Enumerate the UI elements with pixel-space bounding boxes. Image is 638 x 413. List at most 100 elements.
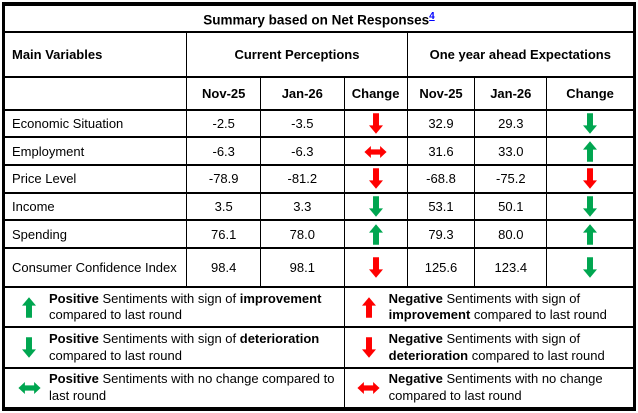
cp-nov-value: 98.4 (186, 247, 261, 289)
summary-table: Summary based on Net Responses4 Main Var… (3, 4, 635, 410)
legend-cell-positive-no-change: Positive Sentiments with no change compa… (4, 366, 345, 410)
row-label: Income (3, 191, 188, 222)
row-label: Spending (3, 219, 188, 250)
ex-nov-value: -68.8 (406, 164, 476, 194)
col-header-cp-jan26: Jan-26 (259, 75, 345, 111)
legend-cell-positive-deterioration: Positive Sentiments with sign of deterio… (4, 326, 345, 369)
title-row: Summary based on Net Responses4 (4, 4, 634, 33)
cp-change-cell (343, 191, 408, 222)
down-arrow-icon (9, 337, 49, 358)
legend-text: Negative Sentiments with sign of deterio… (388, 330, 605, 363)
change-arrow-icon (583, 140, 598, 162)
col-header-main-variables: Main Variables (3, 30, 188, 78)
page-title: Summary based on Net Responses4 (4, 4, 634, 33)
legend-row-no-change: Positive Sentiments with no change compa… (4, 366, 635, 410)
table-row-economic-situation: Economic Situation -2.5 -3.5 32.9 29.3 (3, 108, 634, 139)
cp-nov-value: -78.9 (186, 164, 261, 194)
cp-nov-value: 76.1 (186, 219, 261, 250)
legend-cell-negative-no-change: Negative Sentiments with no change compa… (343, 366, 635, 410)
ex-change-cell (546, 191, 634, 222)
cp-nov-value: -6.3 (186, 136, 261, 167)
cp-change-cell (343, 219, 408, 250)
row-label: Price Level (3, 164, 188, 194)
change-arrow-icon (368, 168, 383, 190)
footnote-sup: 4 (429, 10, 435, 22)
legend-row-improvement: Positive Sentiments with sign of improve… (4, 286, 635, 329)
change-arrow-icon (583, 224, 598, 245)
col-header-ex-change: Change (546, 75, 634, 111)
empty-corner-cell (3, 75, 188, 111)
header-row: Main Variables Current Perceptions One y… (3, 30, 635, 78)
up-arrow-icon (9, 296, 49, 318)
ex-change-cell (546, 136, 634, 167)
change-arrow-icon (368, 224, 383, 245)
cp-nov-value: -2.5 (186, 108, 261, 139)
col-header-cp-change: Change (343, 75, 408, 111)
change-arrow-icon (368, 257, 383, 278)
legend-text: Negative Sentiments with sign of improve… (388, 290, 607, 323)
cp-jan-value: 98.1 (259, 247, 345, 289)
cp-change-cell (343, 247, 408, 289)
legend-text: Positive Sentiments with sign of improve… (49, 290, 322, 323)
left-right-arrow-icon (349, 381, 389, 394)
ex-jan-value: 123.4 (474, 247, 548, 289)
col-group-current-perceptions: Current Perceptions (186, 30, 408, 78)
change-arrow-icon (368, 196, 383, 217)
legend-cell-positive-improvement: Positive Sentiments with sign of improve… (4, 286, 345, 329)
table-row-spending: Spending 76.1 78.0 79.3 80.0 (3, 219, 634, 250)
table-row-price-level: Price Level -78.9 -81.2 -68.8 -75.2 (3, 164, 634, 194)
ex-change-cell (546, 164, 634, 194)
legend-text: Positive Sentiments with no change compa… (49, 371, 335, 403)
ex-nov-value: 125.6 (406, 247, 476, 289)
cp-change-cell (343, 108, 408, 139)
ex-change-cell (546, 247, 634, 289)
cp-jan-value: -6.3 (259, 136, 345, 167)
ex-nov-value: 32.9 (406, 108, 476, 139)
subheader-row: Nov-25 Jan-26 Change Nov-25 Jan-26 Chang… (3, 75, 634, 111)
row-label: Employment (3, 136, 188, 167)
up-arrow-icon (349, 296, 389, 318)
ex-jan-value: 33.0 (474, 136, 548, 167)
change-arrow-icon (583, 257, 598, 278)
cp-jan-value: 78.0 (259, 219, 345, 250)
col-header-cp-nov25: Nov-25 (186, 75, 261, 111)
col-header-ex-nov25: Nov-25 (406, 75, 476, 111)
ex-jan-value: -75.2 (474, 164, 548, 194)
cp-jan-value: 3.3 (259, 191, 345, 222)
row-label: Economic Situation (3, 108, 188, 139)
ex-jan-value: 29.3 (474, 108, 548, 139)
legend-cell-negative-deterioration: Negative Sentiments with sign of deterio… (343, 326, 635, 369)
col-group-one-year-ahead-expectations: One year ahead Expectations (406, 30, 635, 78)
legend-text: Negative Sentiments with no change compa… (388, 371, 603, 403)
ex-nov-value: 53.1 (406, 191, 476, 222)
footnote-link[interactable]: 4 (429, 10, 435, 22)
row-label: Consumer Confidence Index (3, 247, 188, 289)
ex-nov-value: 31.6 (406, 136, 476, 167)
table-row-employment: Employment -6.3 -6.3 31.6 33.0 (3, 136, 634, 167)
title-text: Summary based on Net Responses (203, 12, 430, 28)
table-row-consumer-confidence-index: Consumer Confidence Index 98.4 98.1 125.… (3, 247, 634, 289)
ex-change-cell (546, 108, 634, 139)
ex-nov-value: 79.3 (406, 219, 476, 250)
change-arrow-icon (583, 113, 598, 134)
change-arrow-icon (583, 196, 598, 217)
cp-change-cell (343, 164, 408, 194)
cp-nov-value: 3.5 (186, 191, 261, 222)
cp-jan-value: -81.2 (259, 164, 345, 194)
change-arrow-icon (583, 168, 598, 190)
ex-change-cell (546, 219, 634, 250)
legend-text: Positive Sentiments with sign of deterio… (49, 330, 320, 363)
change-arrow-icon (364, 146, 387, 159)
col-header-ex-jan26: Jan-26 (474, 75, 548, 111)
cp-change-cell (343, 136, 408, 167)
legend-cell-negative-improvement: Negative Sentiments with sign of improve… (343, 286, 635, 329)
legend-row-deterioration: Positive Sentiments with sign of deterio… (4, 326, 635, 369)
ex-jan-value: 80.0 (474, 219, 548, 250)
down-arrow-icon (349, 337, 389, 358)
change-arrow-icon (368, 113, 383, 134)
table-row-income: Income 3.5 3.3 53.1 50.1 (3, 191, 634, 222)
cp-jan-value: -3.5 (259, 108, 345, 139)
ex-jan-value: 50.1 (474, 191, 548, 222)
left-right-arrow-icon (9, 381, 49, 394)
